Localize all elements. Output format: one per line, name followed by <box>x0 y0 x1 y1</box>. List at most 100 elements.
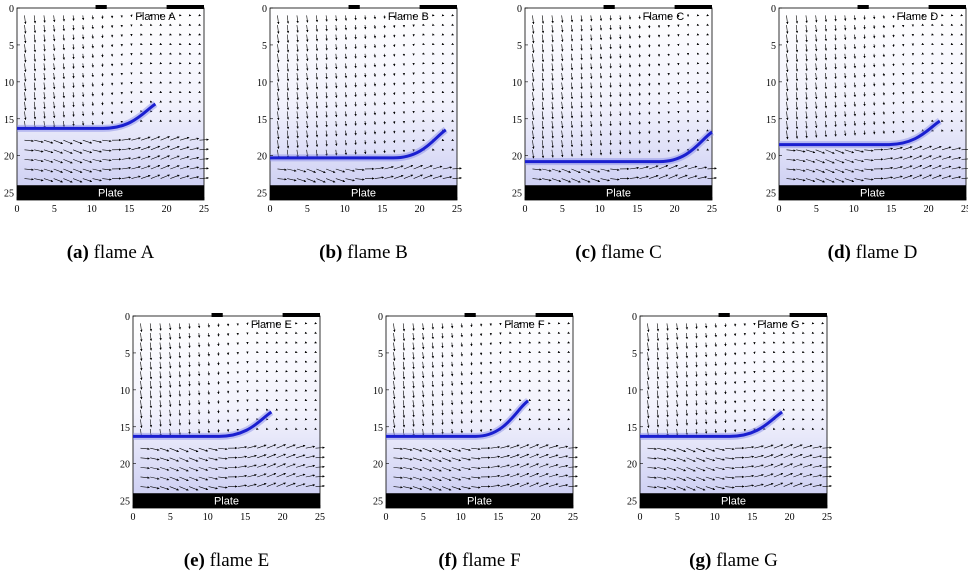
flame-front <box>270 128 447 160</box>
x-tick-label: 25 <box>568 512 578 523</box>
velocity-arrow <box>72 34 75 41</box>
x-tick-label: 25 <box>961 204 968 215</box>
velocity-arrow <box>24 82 27 92</box>
velocity-arrow <box>179 156 190 160</box>
velocity-arrow <box>296 111 299 120</box>
velocity-arrow <box>355 168 365 172</box>
velocity-arrow <box>62 44 66 51</box>
plot-background <box>16 7 205 201</box>
velocity-arrow <box>121 157 132 160</box>
velocity-arrow <box>53 63 56 71</box>
y-tick-label: 10 <box>120 386 130 397</box>
velocity-arrow <box>609 44 612 50</box>
velocity-arrow <box>570 34 574 42</box>
velocity-arrow <box>551 111 554 120</box>
velocity-arrow <box>43 159 54 163</box>
top-bar <box>789 313 827 317</box>
velocity-arrow <box>131 146 141 151</box>
velocity-arrow <box>354 130 357 136</box>
plot-background <box>639 315 828 509</box>
velocity-arrow <box>580 82 583 90</box>
velocity-arrow <box>179 165 190 170</box>
velocity-arrow <box>81 63 85 69</box>
velocity-arrow <box>561 178 572 183</box>
velocity-arrow <box>63 139 73 145</box>
velocity-arrow <box>306 44 309 52</box>
velocity-arrow <box>619 120 622 126</box>
velocity-arrow <box>561 15 564 23</box>
flame-label: Flame B <box>388 11 429 23</box>
velocity-arrow <box>590 178 601 183</box>
velocity-arrow <box>199 167 209 170</box>
x-tick-label: 5 <box>814 204 819 215</box>
velocity-arrow <box>561 168 572 173</box>
velocity-arrow <box>315 120 319 128</box>
top-bar <box>419 5 457 9</box>
x-tick-label: 20 <box>162 204 172 215</box>
velocity-arrow <box>286 140 290 149</box>
velocity-arrow <box>551 53 554 62</box>
velocity-arrow <box>179 136 190 141</box>
velocity-arrow <box>344 101 348 108</box>
velocity-arrow <box>325 120 328 128</box>
velocity-arrow <box>53 159 64 164</box>
top-bar <box>166 5 204 9</box>
velocity-arrow <box>306 101 309 110</box>
velocity-arrow <box>62 82 66 89</box>
x-tick-label: 15 <box>124 204 134 215</box>
velocity-arrow <box>580 34 583 42</box>
y-tick-label: 5 <box>125 349 130 360</box>
velocity-arrow <box>580 72 583 80</box>
velocity-arrow <box>532 111 535 121</box>
velocity-arrow <box>296 15 299 24</box>
x-tick-label: 0 <box>268 204 273 215</box>
velocity-arrow <box>609 63 612 69</box>
velocity-arrow <box>72 139 83 145</box>
velocity-arrow <box>325 101 328 109</box>
velocity-arrow <box>532 44 535 54</box>
velocity-arrow <box>150 155 161 160</box>
velocity-arrow <box>315 15 319 23</box>
velocity-arrow <box>344 63 348 69</box>
velocity-arrow <box>306 130 309 138</box>
velocity-arrow <box>551 130 554 139</box>
velocity-arrow <box>33 44 37 53</box>
caption-text: flame F <box>462 550 521 571</box>
velocity-arrow <box>413 174 423 179</box>
velocity-arrow <box>325 92 328 99</box>
velocity-arrow <box>296 140 299 149</box>
velocity-arrow <box>354 92 357 98</box>
velocity-arrow <box>24 178 34 181</box>
velocity-arrow <box>131 137 141 141</box>
velocity-arrow <box>599 24 603 31</box>
caption: (b) flame B <box>264 242 464 264</box>
x-tick-label: 15 <box>747 512 757 523</box>
caption-text: flame B <box>347 242 408 263</box>
velocity-arrow <box>170 155 180 160</box>
velocity-arrow <box>335 178 346 183</box>
velocity-arrow <box>160 155 170 160</box>
velocity-arrow <box>541 82 545 92</box>
velocity-arrow <box>150 174 161 179</box>
velocity-arrow <box>619 92 622 97</box>
velocity-arrow <box>532 140 535 150</box>
velocity-arrow <box>551 44 554 53</box>
velocity-arrow <box>315 63 319 71</box>
caption: (d) flame D <box>773 242 968 264</box>
velocity-arrow <box>296 34 299 43</box>
velocity-arrow <box>344 111 348 117</box>
velocity-arrow <box>541 140 545 149</box>
flame-label: Flame E <box>251 319 292 331</box>
velocity-arrow <box>600 168 610 172</box>
velocity-arrow <box>570 72 574 81</box>
velocity-arrow <box>53 101 56 109</box>
velocity-arrow <box>24 72 27 82</box>
velocity-arrow <box>610 168 620 172</box>
plot-background <box>778 7 967 201</box>
y-tick-label: 20 <box>257 152 267 163</box>
velocity-arrow <box>335 82 338 89</box>
velocity-arrow <box>82 168 93 173</box>
y-tick-label: 0 <box>632 312 637 323</box>
velocity-arrow <box>619 111 622 117</box>
